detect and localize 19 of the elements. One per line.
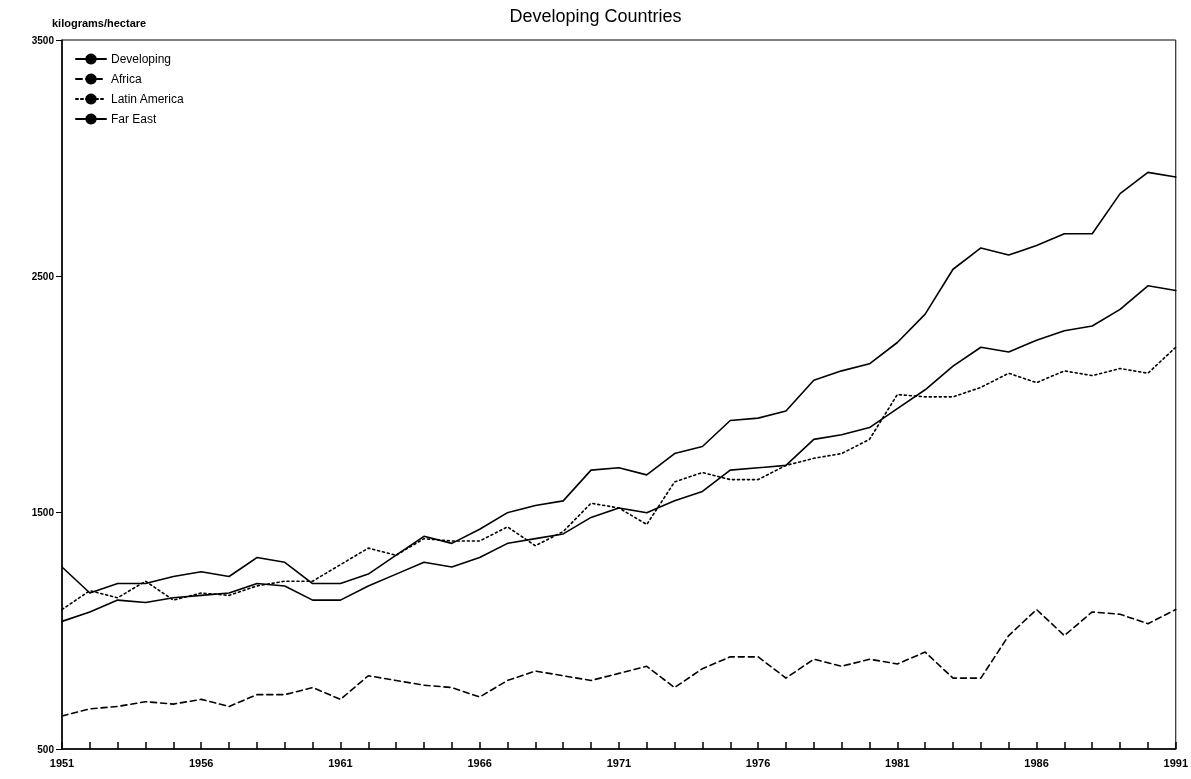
legend-label: Far East [111,112,158,126]
legend-label: Developing [111,52,172,66]
legend-label: Latin America [111,92,185,106]
x-tick-label: 1951 [49,756,75,769]
y-tick-label: 1500 [31,507,55,519]
x-tick-label: 1956 [188,756,214,769]
y-tick-label: 500 [37,743,55,755]
x-tick-label: 1981 [885,756,910,769]
y-tick-label: 3500 [31,34,55,46]
x-tick-label: 1961 [328,756,353,769]
x-tick-label: 1986 [1024,756,1049,769]
x-tick-label: 1971 [606,756,632,769]
x-tick-label: 1991 [1163,756,1189,769]
legend-label: Africa [111,72,142,86]
chart-title: Developing Countries [509,6,682,26]
x-tick-label: 1966 [467,756,492,769]
y-tick-label: 2500 [31,270,55,282]
y-axis-title: kilograms/hectare [52,16,147,29]
x-tick-label: 1976 [745,756,771,769]
